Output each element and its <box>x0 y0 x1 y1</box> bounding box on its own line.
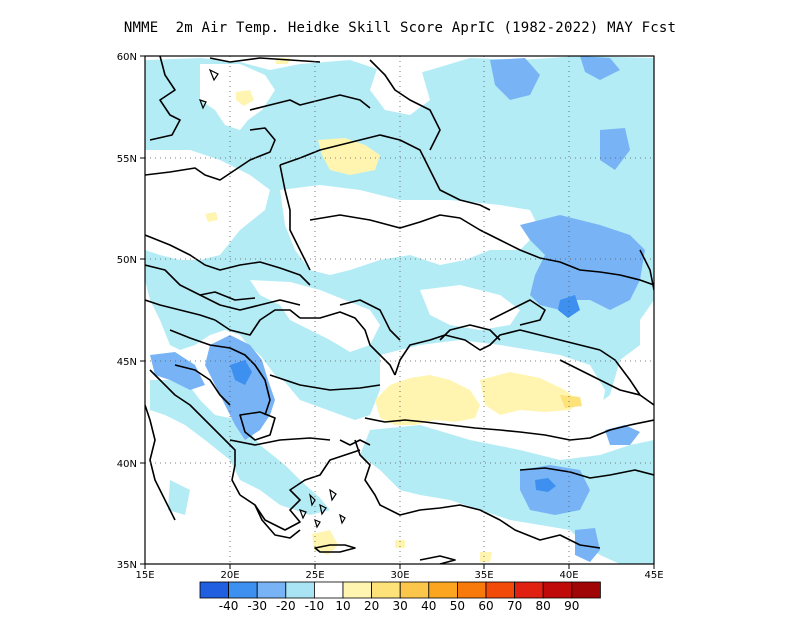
colorbar-label: 20 <box>364 599 379 613</box>
skill-neg20-areas <box>150 56 645 562</box>
coastline-azov <box>489 299 546 326</box>
coastline-baltic-states <box>249 94 371 111</box>
colorbar-swatch <box>428 581 458 599</box>
y-axis-labels: 60N 55N 50N 45N 40N 35N <box>117 52 137 571</box>
border-macedonia <box>239 411 276 441</box>
border-belarus <box>279 134 491 211</box>
border-croatia-serbia <box>169 329 271 416</box>
colorbar-label: 60 <box>478 599 493 613</box>
coastline-gulf-riga <box>145 127 276 181</box>
colorbar-label: 50 <box>450 599 465 613</box>
colorbar-swatch <box>285 581 315 599</box>
border-caucasus <box>559 359 641 396</box>
map-title: NMME 2m Air Temp. Heidke Skill Score Apr… <box>123 20 677 36</box>
colorbar-label: 10 <box>335 599 350 613</box>
coastline-greece <box>239 449 361 531</box>
colorbar-swatch <box>256 581 287 599</box>
coastline-black-sea-east <box>599 349 654 406</box>
coastline-marmara <box>339 439 371 446</box>
colorbar-label: 80 <box>536 599 551 613</box>
border-greece-north <box>229 437 331 446</box>
colorbar-swatch <box>371 581 401 599</box>
x-tick-label: 20E <box>220 570 239 581</box>
coastline-finland <box>209 57 321 63</box>
colorbar-label: 30 <box>393 599 408 613</box>
border-romania-bulgaria <box>269 374 381 391</box>
coastlines-and-borders <box>145 56 654 564</box>
y-tick-label: 45N <box>117 357 137 368</box>
colorbar-swatch <box>514 581 544 599</box>
coastline-black-sea-north <box>394 329 601 376</box>
y-tick-label: 50N <box>117 255 137 266</box>
border-poland-east <box>279 164 311 271</box>
x-tick-label: 25E <box>305 570 324 581</box>
coastline-caspian <box>639 249 654 291</box>
colorbar-swatch <box>571 581 601 599</box>
border-slovakia <box>199 294 301 311</box>
colorbar: -40 -30 -20 -10 10 20 30 40 50 60 70 80 90 <box>199 581 601 613</box>
x-tick-label: 15E <box>135 570 154 581</box>
y-tick-label: 60N <box>117 52 137 63</box>
x-tick-label: 30E <box>390 570 409 581</box>
x-axis-labels: 15E 20E 25E 30E 35E 40E 45E <box>135 570 663 581</box>
y-tick-label: 55N <box>117 154 137 165</box>
border-moldova <box>339 299 401 341</box>
coastline-adriatic <box>149 369 241 496</box>
coastline-turkey-north <box>364 417 654 441</box>
border-austria <box>145 299 216 321</box>
border-turkey-syria <box>519 467 654 479</box>
colorbar-swatch <box>342 581 373 599</box>
x-tick-label: 35E <box>474 570 493 581</box>
shaded-field <box>145 56 654 564</box>
border-romania <box>300 311 396 376</box>
colorbar-swatch <box>485 581 516 599</box>
colorbar-swatch <box>228 581 258 599</box>
y-tick-label: 40N <box>117 459 137 470</box>
colorbar-label: -10 <box>305 599 325 613</box>
colorbar-label: 40 <box>421 599 436 613</box>
coastline-scandinavia <box>149 56 181 141</box>
colorbar-label: 70 <box>507 599 522 613</box>
colorbar-swatch <box>313 581 344 599</box>
colorbar-swatch <box>399 581 430 599</box>
border-bosnia <box>174 364 231 406</box>
colorbar-label: -40 <box>219 599 239 613</box>
colorbar-swatch <box>199 581 230 599</box>
coastline-crete <box>314 544 356 553</box>
colorbar-swatch <box>542 581 573 599</box>
border-russia-north <box>369 59 441 151</box>
tick-marks <box>140 55 655 569</box>
border-ukraine-north <box>309 214 654 286</box>
y-tick-label: 35N <box>117 560 137 571</box>
x-tick-label: 40E <box>559 570 578 581</box>
colorbar-swatch <box>456 581 487 599</box>
colorbar-label: 90 <box>564 599 579 613</box>
colorbar-label: -30 <box>247 599 267 613</box>
skill-pos10-areas <box>205 58 582 562</box>
colorbar-label: -20 <box>276 599 296 613</box>
x-tick-label: 45E <box>644 570 663 581</box>
border-hungary <box>214 309 301 336</box>
coastline-cyprus <box>419 555 456 564</box>
coastline-crimea <box>439 324 501 341</box>
coastline-turkey-west <box>354 439 601 549</box>
coastline-italy <box>145 404 176 521</box>
coastline-peloponnese <box>254 504 301 539</box>
aegean-islands <box>198 68 346 529</box>
border-poland-south <box>145 234 311 286</box>
